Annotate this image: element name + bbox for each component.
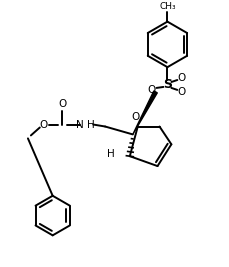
Text: H: H (87, 120, 95, 129)
Text: O: O (177, 73, 185, 83)
Text: O: O (177, 87, 185, 97)
Polygon shape (133, 91, 157, 134)
Text: O: O (147, 85, 156, 95)
Text: O: O (132, 112, 140, 121)
Text: O: O (58, 99, 67, 109)
Text: O: O (40, 120, 48, 129)
Text: H: H (107, 149, 115, 159)
Text: CH₃: CH₃ (159, 2, 176, 11)
Text: N: N (76, 120, 83, 129)
Text: S: S (163, 78, 172, 92)
